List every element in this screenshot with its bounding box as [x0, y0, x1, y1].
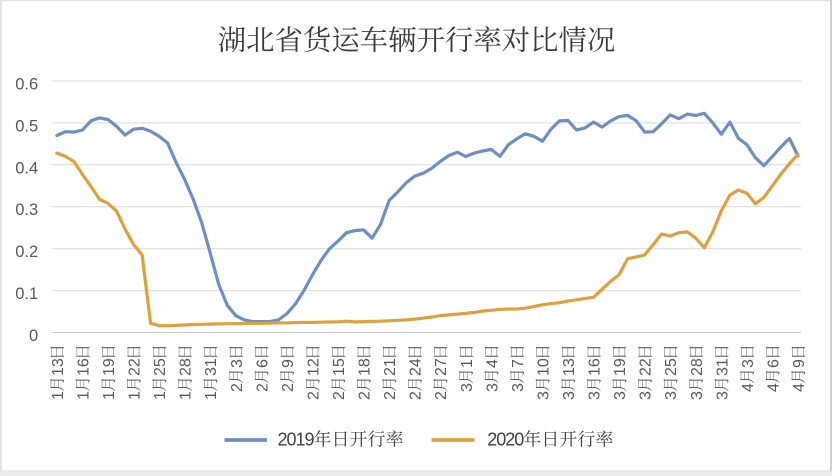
svg-text:16: 16 — [76, 358, 93, 376]
svg-text:3: 3 — [561, 391, 578, 400]
svg-text:19: 19 — [101, 358, 118, 376]
svg-text:1: 1 — [296, 430, 306, 450]
svg-text:7: 7 — [510, 359, 527, 368]
svg-text:1: 1 — [178, 391, 195, 400]
svg-text:3: 3 — [740, 359, 757, 368]
svg-text:19: 19 — [612, 358, 629, 376]
svg-text:9: 9 — [280, 359, 297, 368]
svg-text:0.5: 0.5 — [15, 117, 38, 135]
svg-text:12: 12 — [306, 358, 323, 376]
svg-text:6: 6 — [254, 359, 271, 368]
svg-text:3: 3 — [612, 391, 629, 400]
svg-text:4: 4 — [740, 383, 757, 392]
svg-text:0: 0 — [514, 430, 524, 450]
svg-text:2: 2 — [278, 430, 288, 450]
svg-text:3: 3 — [459, 383, 476, 392]
svg-text:6: 6 — [765, 359, 782, 368]
svg-text:1: 1 — [127, 391, 144, 400]
svg-text:9: 9 — [791, 359, 808, 368]
svg-text:2: 2 — [280, 383, 297, 392]
svg-text:28: 28 — [689, 358, 706, 376]
svg-text:16: 16 — [587, 358, 604, 376]
svg-text:0: 0 — [29, 327, 38, 345]
svg-text:2: 2 — [306, 391, 323, 400]
svg-text:13: 13 — [561, 358, 578, 376]
svg-text:3: 3 — [587, 391, 604, 400]
svg-text:2: 2 — [382, 391, 399, 400]
svg-text:31: 31 — [203, 358, 220, 376]
svg-text:2: 2 — [229, 383, 246, 392]
svg-text:3: 3 — [484, 383, 501, 392]
svg-text:1: 1 — [50, 391, 67, 400]
svg-text:9: 9 — [305, 430, 315, 450]
svg-text:13: 13 — [50, 358, 67, 376]
svg-text:3: 3 — [714, 391, 731, 400]
svg-text:31: 31 — [714, 358, 731, 376]
svg-text:25: 25 — [663, 358, 680, 376]
svg-text:4: 4 — [791, 383, 808, 392]
svg-text:3: 3 — [689, 391, 706, 400]
svg-text:2: 2 — [505, 430, 515, 450]
svg-text:0.3: 0.3 — [15, 201, 38, 219]
svg-text:3: 3 — [535, 391, 552, 400]
svg-text:24: 24 — [408, 358, 425, 376]
svg-text:0: 0 — [287, 430, 297, 450]
svg-text:1: 1 — [459, 359, 476, 368]
svg-text:27: 27 — [433, 358, 450, 376]
svg-text:2: 2 — [487, 430, 497, 450]
svg-text:1: 1 — [152, 391, 169, 400]
svg-text:2: 2 — [254, 383, 271, 392]
svg-text:0.1: 0.1 — [15, 285, 38, 303]
svg-text:2: 2 — [433, 391, 450, 400]
svg-text:4: 4 — [765, 383, 782, 392]
svg-text:0.6: 0.6 — [15, 76, 38, 94]
svg-text:2: 2 — [408, 391, 425, 400]
svg-text:3: 3 — [638, 391, 655, 400]
svg-text:2: 2 — [357, 391, 374, 400]
svg-text:18: 18 — [357, 358, 374, 376]
svg-text:1: 1 — [76, 391, 93, 400]
svg-text:2: 2 — [331, 391, 348, 400]
svg-text:0.4: 0.4 — [15, 159, 38, 177]
svg-text:25: 25 — [152, 358, 169, 376]
svg-text:21: 21 — [382, 358, 399, 376]
svg-text:28: 28 — [178, 358, 195, 376]
svg-text:10: 10 — [535, 358, 552, 376]
svg-text:0: 0 — [496, 430, 506, 450]
svg-text:3: 3 — [510, 383, 527, 392]
svg-text:4: 4 — [484, 359, 501, 368]
svg-text:3: 3 — [663, 391, 680, 400]
svg-text:22: 22 — [127, 358, 144, 376]
svg-text:1: 1 — [101, 391, 118, 400]
svg-text:0.2: 0.2 — [15, 243, 38, 261]
svg-text:3: 3 — [229, 359, 246, 368]
svg-text:1: 1 — [203, 391, 220, 400]
svg-text:15: 15 — [331, 358, 348, 376]
svg-text:22: 22 — [638, 358, 655, 376]
